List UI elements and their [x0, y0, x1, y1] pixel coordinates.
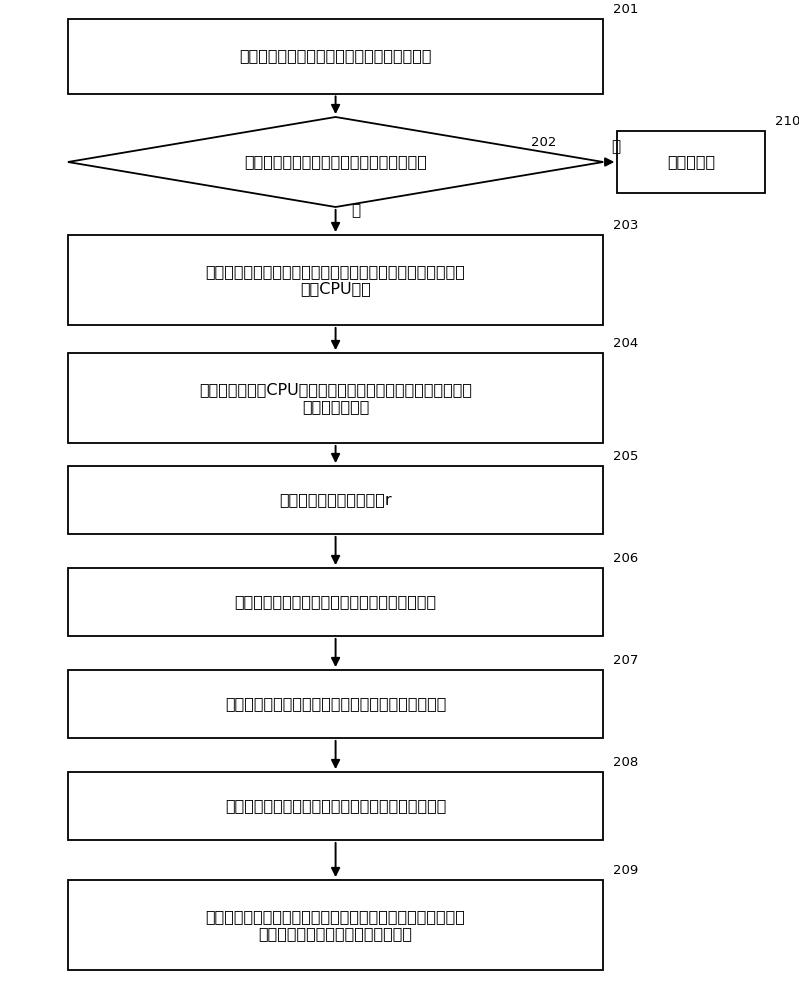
FancyBboxPatch shape: [68, 880, 603, 970]
Polygon shape: [68, 117, 603, 207]
Text: 根据所述当前码率确定终端设备的去噪强度因子: 根据所述当前码率确定终端设备的去噪强度因子: [235, 594, 436, 609]
Text: 获取终端设备的当前码率r: 获取终端设备的当前码率r: [280, 492, 392, 508]
FancyBboxPatch shape: [68, 466, 603, 534]
Text: 若根据终端设备的供电信息判定可以进行去噪，则获取终端设
备的CPU信息: 若根据终端设备的供电信息判定可以进行去噪，则获取终端设 备的CPU信息: [205, 264, 466, 296]
Text: 在视频通话过程中，获取终端设备的供电信息: 在视频通话过程中，获取终端设备的供电信息: [240, 48, 431, 64]
Text: 202: 202: [531, 136, 556, 149]
FancyBboxPatch shape: [68, 568, 603, 636]
Text: 根据所述去噪强度因子确定去噪强度和第一去噪范围: 根据所述去噪强度因子确定去噪强度和第一去噪范围: [225, 696, 447, 712]
Text: 是: 是: [352, 204, 360, 219]
FancyBboxPatch shape: [68, 353, 603, 443]
Text: 208: 208: [613, 756, 638, 769]
Text: 根据终端设备的供电信息判断是否进行去噪: 根据终端设备的供电信息判断是否进行去噪: [244, 154, 427, 169]
Text: 206: 206: [613, 552, 638, 565]
Text: 209: 209: [613, 864, 638, 877]
Text: 在第三去噪范围内，按照去噪强度，对视频信号进行去噪；之
后将去噪之后的数据送入视频编码器: 在第三去噪范围内，按照去噪强度，对视频信号进行去噪；之 后将去噪之后的数据送入视…: [205, 909, 466, 941]
Text: 不进行去噪: 不进行去噪: [667, 154, 715, 169]
FancyBboxPatch shape: [68, 772, 603, 840]
Text: 根据第一去噪范围和第二去噪范围确定第三去噪范围: 根据第一去噪范围和第二去噪范围确定第三去噪范围: [225, 798, 447, 814]
Text: 203: 203: [613, 219, 638, 232]
Text: 210: 210: [775, 115, 799, 128]
FancyBboxPatch shape: [68, 670, 603, 738]
Text: 201: 201: [613, 3, 638, 16]
Text: 207: 207: [613, 654, 638, 667]
Text: 205: 205: [613, 450, 638, 463]
Text: 否: 否: [611, 139, 620, 154]
Text: 根据终端设备的CPU信息确定去噪策略，其中所述去噪策略包
括第二去噪范围: 根据终端设备的CPU信息确定去噪策略，其中所述去噪策略包 括第二去噪范围: [199, 382, 472, 414]
FancyBboxPatch shape: [617, 131, 765, 193]
FancyBboxPatch shape: [68, 235, 603, 325]
FancyBboxPatch shape: [68, 19, 603, 94]
Text: 204: 204: [613, 337, 638, 350]
